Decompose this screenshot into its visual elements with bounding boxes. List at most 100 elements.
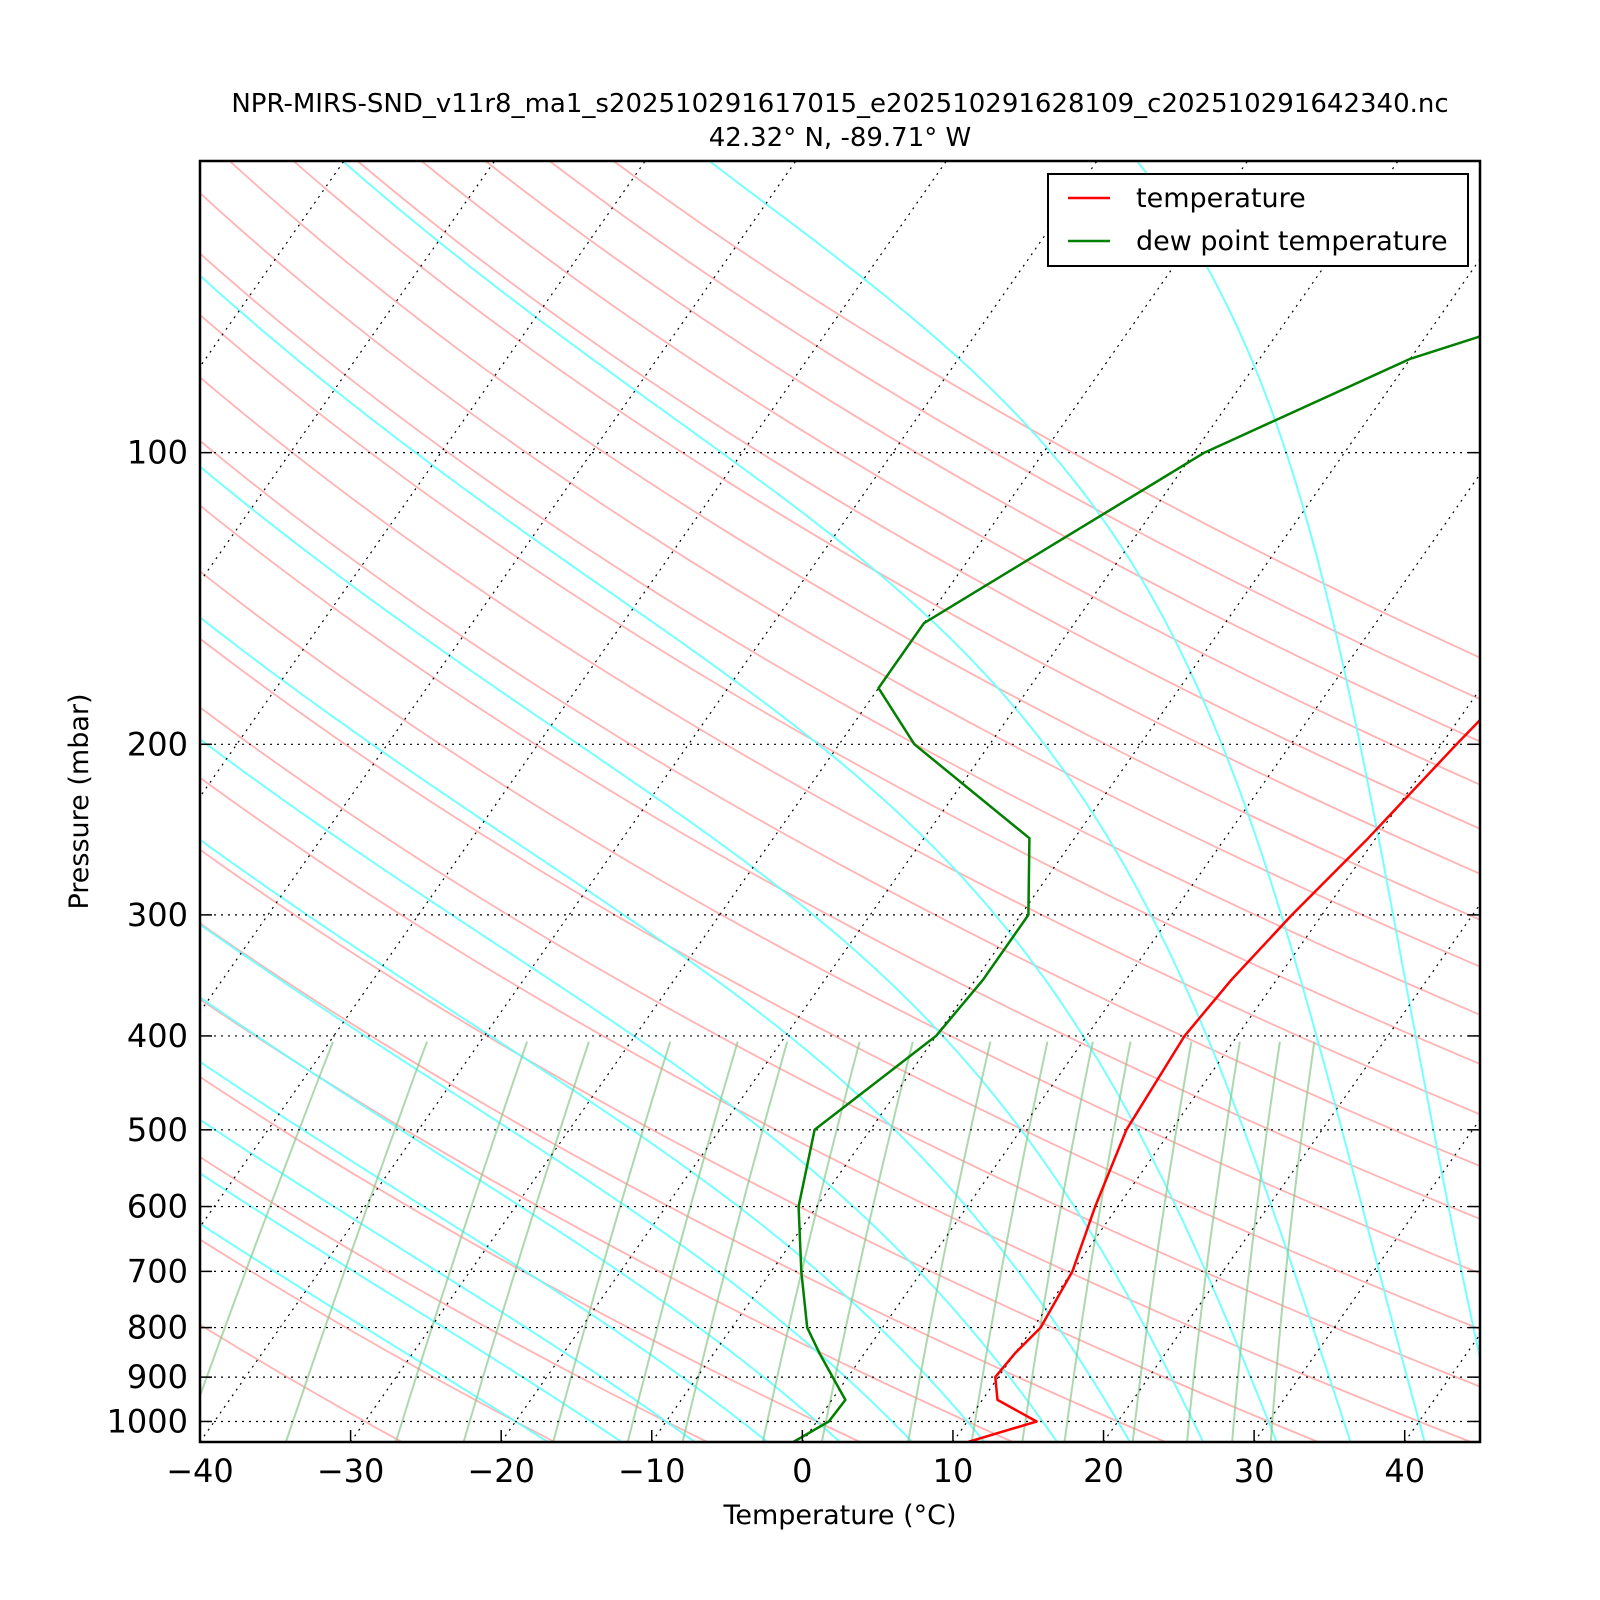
- isotherm-line: [500, 161, 1399, 1442]
- mixing-ratio-line: [552, 1041, 672, 1442]
- dry-adiabat-line: [200, 439, 1480, 1167]
- y-tick-label: 700: [127, 1252, 188, 1290]
- dry-adiabat-line: [357, 161, 1480, 830]
- x-tick-label: 40: [1384, 1452, 1425, 1490]
- y-tick-label: 100: [127, 434, 188, 472]
- isotherm-line: [0, 161, 193, 1442]
- dry-adiabat-line: [200, 637, 1480, 1331]
- x-axis-label: Temperature (°C): [722, 1500, 956, 1531]
- mixing-ratio-line: [907, 1041, 992, 1442]
- moist-adiabat-line: [200, 1172, 623, 1442]
- dry-adiabat-line: [200, 313, 1480, 1065]
- legend-label-temperature: temperature: [1136, 183, 1306, 214]
- x-tick-label: 30: [1234, 1452, 1275, 1490]
- mixing-ratio-line: [681, 1041, 789, 1442]
- y-tick-label: 500: [127, 1111, 188, 1149]
- legend: temperature dew point temperature: [1047, 173, 1469, 267]
- moist-adiabat-line: [200, 996, 841, 1442]
- x-tick-label: −20: [467, 1452, 535, 1490]
- moist-adiabat-line: [200, 838, 986, 1442]
- isotherms: [0, 161, 1600, 1442]
- series-group: [792, 335, 1480, 1442]
- legend-label-dew-point: dew point temperature: [1136, 226, 1448, 257]
- dry-adiabat-line: [200, 998, 1014, 1442]
- chart-subtitle: 42.32° N, -89.71° W: [709, 123, 971, 153]
- plot-frame: [198, 159, 1482, 1444]
- y-tick-label: 600: [127, 1188, 188, 1226]
- isotherm-line: [200, 161, 1098, 1442]
- dry-adiabat-line: [484, 161, 1480, 743]
- y-tick-label: 1000: [107, 1402, 188, 1440]
- axes: −40 −30 −20 −10 0 10 20 30 40 100 200 300 400 500 600 7…: [107, 159, 1482, 1490]
- y-tick-label: 400: [127, 1017, 188, 1055]
- isotherm-line: [350, 161, 1249, 1442]
- mixing-ratio-line: [626, 1041, 739, 1442]
- dry-adiabat-line: [200, 570, 1480, 1275]
- y-axis-label: Pressure (mbar): [64, 693, 95, 909]
- isotherm-line: [952, 688, 1480, 1442]
- dry-adiabat-line: [200, 1075, 861, 1442]
- isotherm-line: [1555, 161, 1600, 1442]
- x-tick-label: 10: [933, 1452, 974, 1490]
- mixing-ratio-line: [1063, 1041, 1132, 1442]
- mixing-ratio-line: [1186, 1041, 1241, 1442]
- x-tick-label: −30: [317, 1452, 385, 1490]
- dry-adiabat-line: [200, 191, 1480, 968]
- plot-background: [200, 161, 1480, 1442]
- mixing-ratio-line: [394, 1041, 529, 1442]
- dry-adiabat-line: [612, 161, 1480, 659]
- dry-adiabat-line: [228, 161, 1480, 921]
- moist-adiabat-line: [341, 161, 1352, 1442]
- moist-adiabat-line: [200, 616, 1131, 1442]
- chart-title: NPR-MIRS-SND_v11r8_ma1_s202510291617015_…: [231, 89, 1448, 119]
- isotherm-line: [200, 161, 646, 798]
- isotherm-line: [801, 473, 1480, 1442]
- mixing-ratio-line: [1021, 1041, 1094, 1442]
- mixing-ratio-line: [970, 1041, 1049, 1442]
- mixing-ratio-line: [200, 1041, 334, 1399]
- isotherm-line: [200, 161, 797, 1013]
- moist-adiabat-line: [200, 1060, 769, 1442]
- moist-adiabat-line: [200, 1222, 549, 1442]
- mixing-ratio-line: [1231, 1041, 1281, 1442]
- background-lines: [0, 161, 1600, 1442]
- dry-adiabat-line: [548, 161, 1480, 701]
- mixing-ratio-line: [462, 1041, 590, 1442]
- x-tick-label: −10: [618, 1452, 686, 1490]
- isotherm-line: [1103, 903, 1480, 1442]
- mixing-ratio-line: [820, 1041, 914, 1442]
- isotherm-line: [1253, 1118, 1480, 1442]
- isotherm-line: [200, 161, 496, 583]
- moist-adiabat-line: [200, 465, 1205, 1442]
- isotherm-line: [0, 161, 43, 1442]
- x-tick-label: −40: [166, 1452, 234, 1490]
- dry-adiabat-line: [200, 922, 1166, 1442]
- isotherm-line: [651, 258, 1480, 1442]
- dry-adiabat-line: [200, 1155, 708, 1442]
- dry-adiabat-line: [421, 161, 1480, 786]
- plot-area: [200, 161, 1480, 1442]
- dry-adiabat-line: [200, 848, 1319, 1442]
- dry-adiabats: [200, 161, 1480, 1442]
- moist-adiabat-line: [200, 738, 1058, 1442]
- dry-adiabat-line: [200, 776, 1472, 1442]
- dry-adiabat-line: [200, 504, 1480, 1220]
- dry-adiabat-line: [293, 161, 1480, 875]
- mixing-ratio-line: [1131, 1041, 1193, 1442]
- temperature-line: [967, 718, 1480, 1442]
- y-tick-label: 300: [127, 896, 188, 934]
- isotherm-line: [200, 161, 947, 1228]
- moist-adiabat-line: [200, 1118, 696, 1442]
- x-tick-label: 0: [792, 1452, 812, 1490]
- moist-adiabat-line: [200, 274, 1278, 1442]
- moist-adiabat-line: [708, 161, 1426, 1442]
- dewpoint-line: [792, 335, 1480, 1442]
- mixing-ratio-lines: [200, 1041, 1316, 1442]
- legend-box: [1047, 173, 1469, 267]
- y-tick-label: 800: [127, 1309, 188, 1347]
- dry-adiabat-line: [200, 376, 1480, 1116]
- x-tick-label: 20: [1083, 1452, 1124, 1490]
- y-tick-label: 200: [127, 725, 188, 763]
